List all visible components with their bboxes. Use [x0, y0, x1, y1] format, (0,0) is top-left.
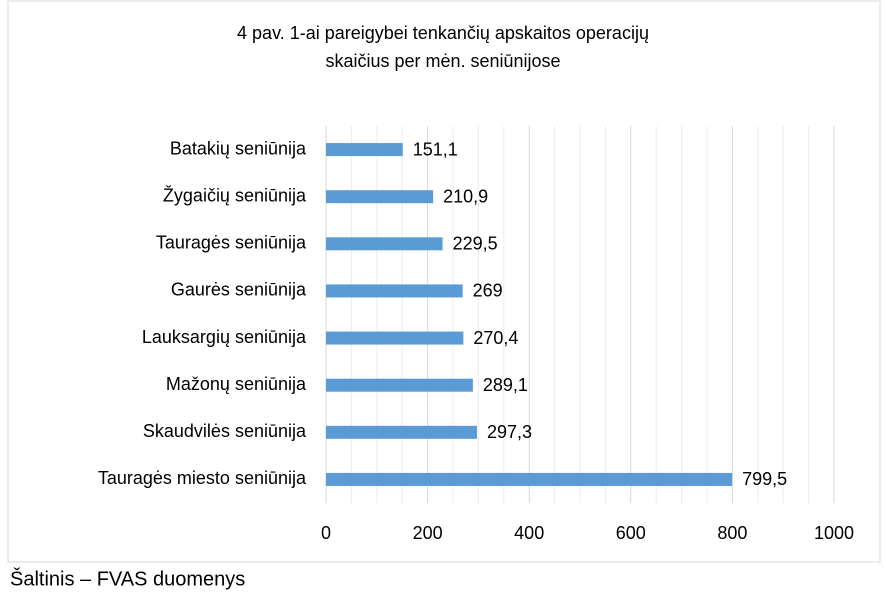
bar — [326, 378, 473, 392]
data-label: 269 — [473, 281, 503, 301]
data-label: 270,4 — [473, 328, 518, 348]
bar — [326, 143, 403, 157]
chart-title: 4 pav. 1-ai pareigybei tenkančių apskait… — [237, 23, 649, 43]
y-tick-label: Žygaičių seniūnija — [163, 185, 307, 205]
data-label: 210,9 — [443, 186, 488, 206]
x-tick-label: 1000 — [814, 523, 854, 543]
chart-frame — [7, 0, 881, 563]
source-note: Šaltinis – FVAS duomenys — [10, 567, 245, 590]
data-label: 151,1 — [413, 139, 458, 159]
x-tick-label: 800 — [717, 523, 747, 543]
y-tick-label: Batakių seniūnija — [170, 138, 307, 158]
x-tick-label: 200 — [413, 523, 443, 543]
bar — [326, 237, 443, 251]
y-tick-label: Mažonų seniūnija — [166, 374, 307, 394]
bar — [326, 425, 478, 439]
bar — [326, 190, 434, 204]
x-tick-label: 400 — [514, 523, 544, 543]
y-tick-label: Gaurės seniūnija — [171, 280, 307, 300]
bar — [326, 472, 733, 486]
y-tick-label: Lauksargių seniūnija — [142, 327, 307, 347]
y-tick-label: Tauragės miesto seniūnija — [98, 468, 307, 488]
y-tick-label: Skaudvilės seniūnija — [143, 421, 307, 441]
bar — [326, 284, 463, 298]
bar — [326, 331, 464, 345]
data-label: 229,5 — [453, 234, 498, 254]
y-tick-label: Tauragės seniūnija — [156, 233, 307, 253]
data-label: 799,5 — [742, 469, 787, 489]
data-label: 297,3 — [487, 422, 532, 442]
data-label: 289,1 — [483, 375, 528, 395]
x-tick-label: 600 — [616, 523, 646, 543]
chart-title: skaičius per mėn. seniūnijose — [325, 51, 560, 71]
x-tick-label: 0 — [321, 523, 331, 543]
